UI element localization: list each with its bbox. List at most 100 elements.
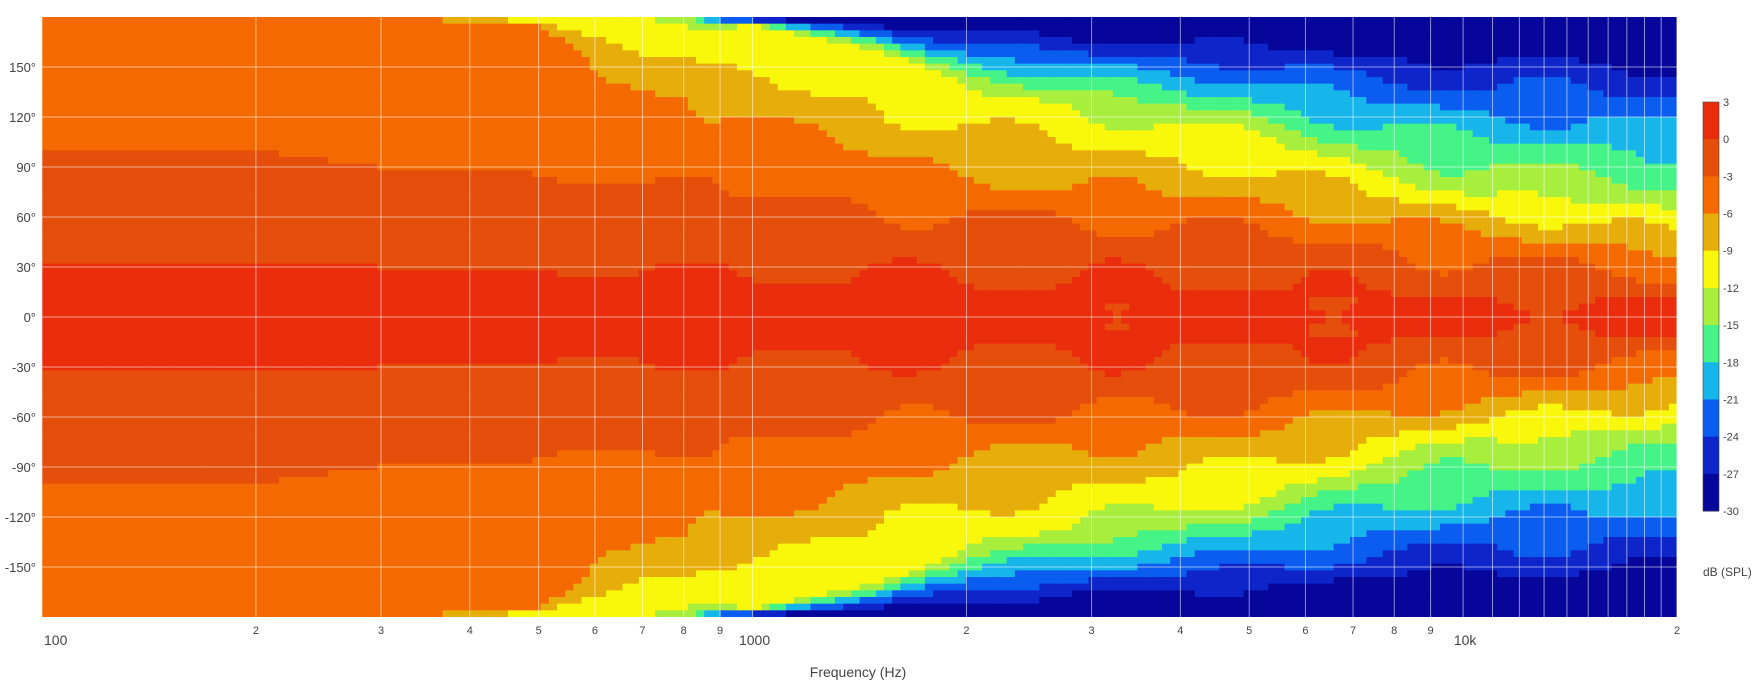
contour-cell	[377, 383, 386, 391]
contour-cell	[58, 223, 68, 231]
contour-cell	[434, 437, 444, 445]
contour-cell	[107, 223, 117, 231]
contour-cell	[303, 557, 313, 565]
contour-cell	[311, 397, 321, 405]
contour-cell	[393, 457, 403, 465]
contour-cell	[393, 443, 403, 451]
contour-cell	[82, 143, 92, 151]
contour-cell	[246, 523, 256, 531]
contour-cell	[140, 157, 149, 165]
contour-cell	[156, 290, 166, 298]
contour-cell	[254, 97, 264, 105]
contour-cell	[409, 103, 419, 111]
contour-cell	[418, 217, 427, 225]
contour-cell	[50, 397, 59, 405]
contour-cell	[82, 150, 92, 158]
contour-cell	[303, 290, 313, 298]
contour-cell	[58, 243, 68, 251]
contour-cell	[475, 377, 485, 385]
contour-cell	[115, 497, 125, 505]
contour-cell	[213, 250, 223, 258]
contour-cell	[172, 223, 182, 231]
contour-cell	[50, 323, 59, 331]
contour-cell	[205, 203, 215, 211]
contour-cell	[360, 323, 370, 331]
contour-cell	[393, 570, 403, 578]
contour-cell	[377, 243, 386, 251]
contour-cell	[409, 277, 419, 285]
contour-cell	[344, 170, 354, 178]
contour-cell	[205, 603, 215, 611]
contour-cell	[475, 83, 485, 91]
contour-cell	[450, 537, 460, 545]
contour-cell	[262, 503, 272, 511]
contour-cell	[123, 17, 133, 25]
contour-cell	[66, 117, 76, 125]
contour-cell	[164, 477, 174, 485]
contour-cell	[385, 30, 395, 38]
contour-cell	[74, 543, 84, 551]
contour-cell	[66, 290, 76, 298]
contour-cell	[58, 203, 68, 211]
contour-cell	[50, 250, 59, 258]
contour-cell	[115, 450, 125, 458]
contour-cell	[180, 590, 190, 598]
contour-cell	[205, 257, 215, 265]
contour-cell	[401, 97, 411, 105]
contour-cell	[393, 177, 403, 185]
contour-cell	[91, 30, 100, 38]
contour-cell	[328, 557, 337, 565]
contour-cell	[328, 597, 337, 605]
contour-cell	[131, 30, 141, 38]
contour-cell	[475, 510, 485, 518]
contour-cell	[467, 250, 476, 258]
contour-cell	[189, 210, 198, 218]
contour-cell	[172, 43, 182, 51]
contour-cell	[270, 50, 280, 58]
contour-cell	[58, 390, 68, 398]
contour-cell	[442, 357, 452, 365]
contour-cell	[409, 290, 419, 298]
contour-cell	[328, 110, 337, 118]
contour-cell	[254, 390, 264, 398]
contour-cell	[180, 450, 190, 458]
contour-cell	[328, 450, 337, 458]
contour-cell	[172, 17, 182, 25]
contour-cell	[221, 30, 231, 38]
contour-cell	[336, 330, 346, 338]
contour-cell	[475, 303, 485, 311]
contour-cell	[450, 117, 460, 125]
contour-cell	[246, 310, 256, 318]
contour-cell	[131, 177, 141, 185]
contour-cell	[238, 103, 247, 111]
contour-cell	[140, 197, 149, 205]
contour-cell	[475, 23, 485, 31]
contour-cell	[344, 130, 354, 138]
contour-cell	[189, 243, 198, 251]
contour-cell	[107, 250, 117, 258]
contour-cell	[164, 37, 174, 45]
contour-cell	[115, 217, 125, 225]
contour-cell	[450, 130, 460, 138]
contour-cell	[328, 130, 337, 138]
contour-cell	[450, 170, 460, 178]
contour-cell	[254, 490, 264, 498]
contour-cell	[148, 217, 158, 225]
contour-cell	[475, 210, 485, 218]
contour-cell	[328, 123, 337, 131]
contour-cell	[82, 310, 92, 318]
contour-cell	[483, 577, 493, 585]
contour-cell	[409, 77, 419, 85]
contour-cell	[328, 90, 337, 98]
contour-cell	[450, 403, 460, 411]
contour-cell	[66, 130, 76, 138]
contour-cell	[123, 603, 133, 611]
contour-cell	[360, 357, 370, 365]
contour-cell	[352, 170, 362, 178]
contour-cell	[287, 497, 297, 505]
contour-cell	[213, 577, 223, 585]
contour-cell	[418, 323, 427, 331]
contour-cell	[385, 510, 395, 518]
contour-cell	[131, 570, 141, 578]
contour-cell	[221, 270, 231, 278]
